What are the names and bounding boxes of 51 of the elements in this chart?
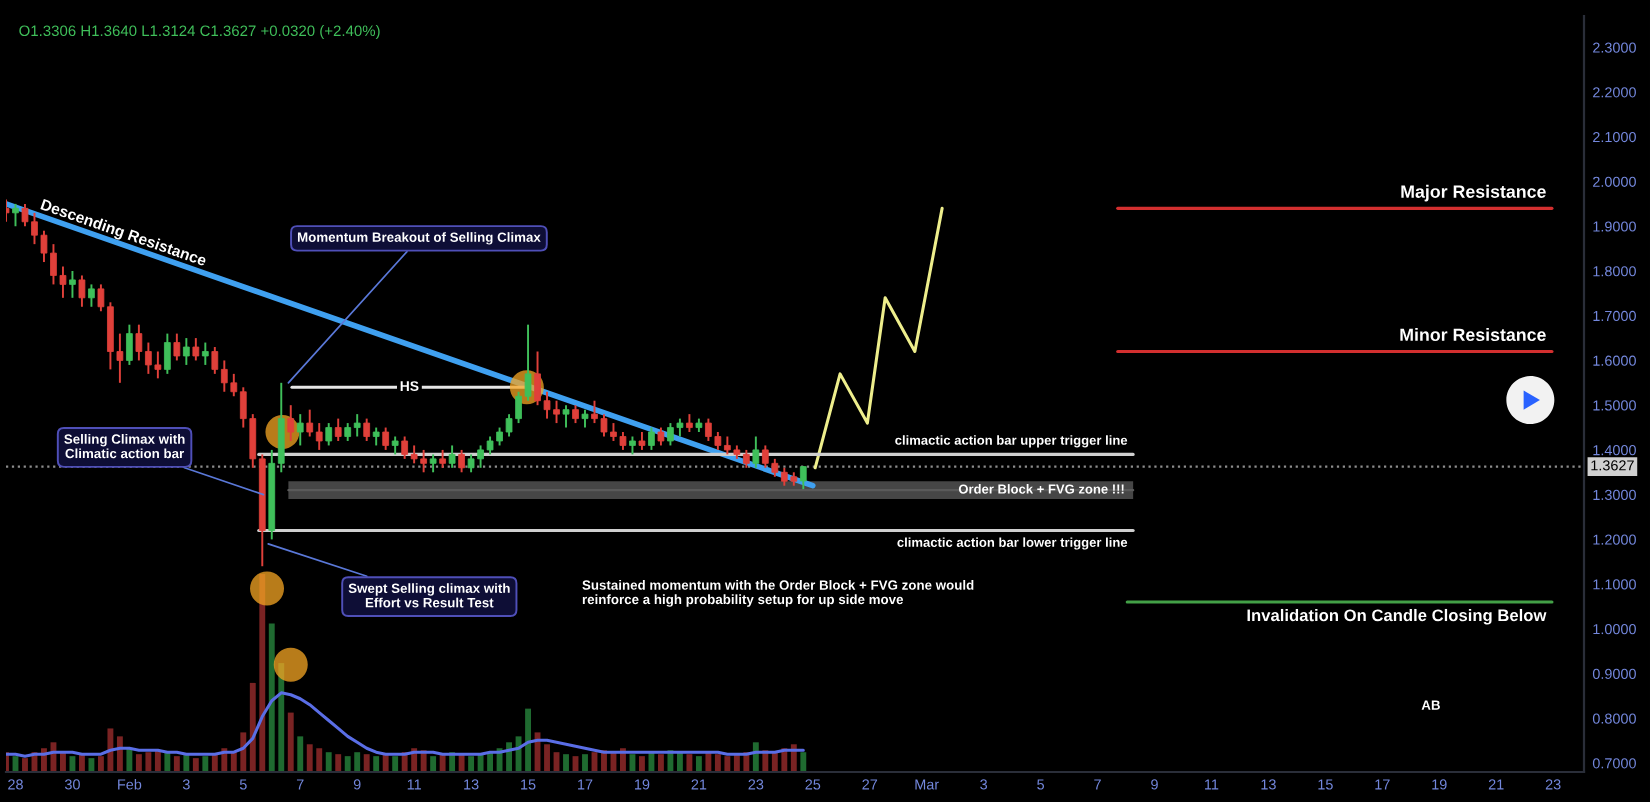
bar [657,754,664,772]
series-label: Minor Resistance [1400,327,1546,342]
bar [468,756,475,772]
candlestick [88,283,95,308]
bar [582,754,588,772]
bar [287,712,294,772]
bar [335,754,342,772]
candlestick [78,274,86,308]
bar [544,744,550,772]
series-label: Major Resistance [1401,184,1546,202]
bar [297,736,304,772]
bar [69,756,76,772]
bar [88,758,95,772]
bar [525,708,531,772]
bar [373,756,380,772]
candlestick [164,332,171,375]
bar [173,756,180,772]
candlestick [799,465,807,491]
series-label: Invalidation On Candle Closing Below [1247,608,1547,625]
candlestick [325,422,333,447]
bar [639,756,645,772]
candlestick [752,435,760,469]
bar [363,754,370,772]
candlestick [648,426,655,451]
bar [22,758,28,772]
bar [202,756,209,772]
candlestick [382,426,390,451]
candlestick [363,417,371,442]
bar [430,756,437,772]
candlestick [458,448,465,474]
bar [563,754,569,772]
bar [686,754,693,772]
bar [695,756,702,772]
candlestick [448,444,456,469]
bar [192,758,199,772]
candlestick [287,404,295,442]
candlestick [69,270,76,299]
candlestick [201,341,209,366]
bar [392,756,399,772]
candlestick [334,417,342,442]
candlestick [296,413,304,447]
bar [126,748,133,772]
bar [116,736,123,772]
candlestick [182,337,190,366]
candlestick [562,404,570,429]
candlestick [192,337,200,362]
bar [800,752,807,772]
candlestick [12,202,19,228]
candlestick [173,332,181,362]
candlestick [126,323,133,366]
bar [325,752,332,772]
